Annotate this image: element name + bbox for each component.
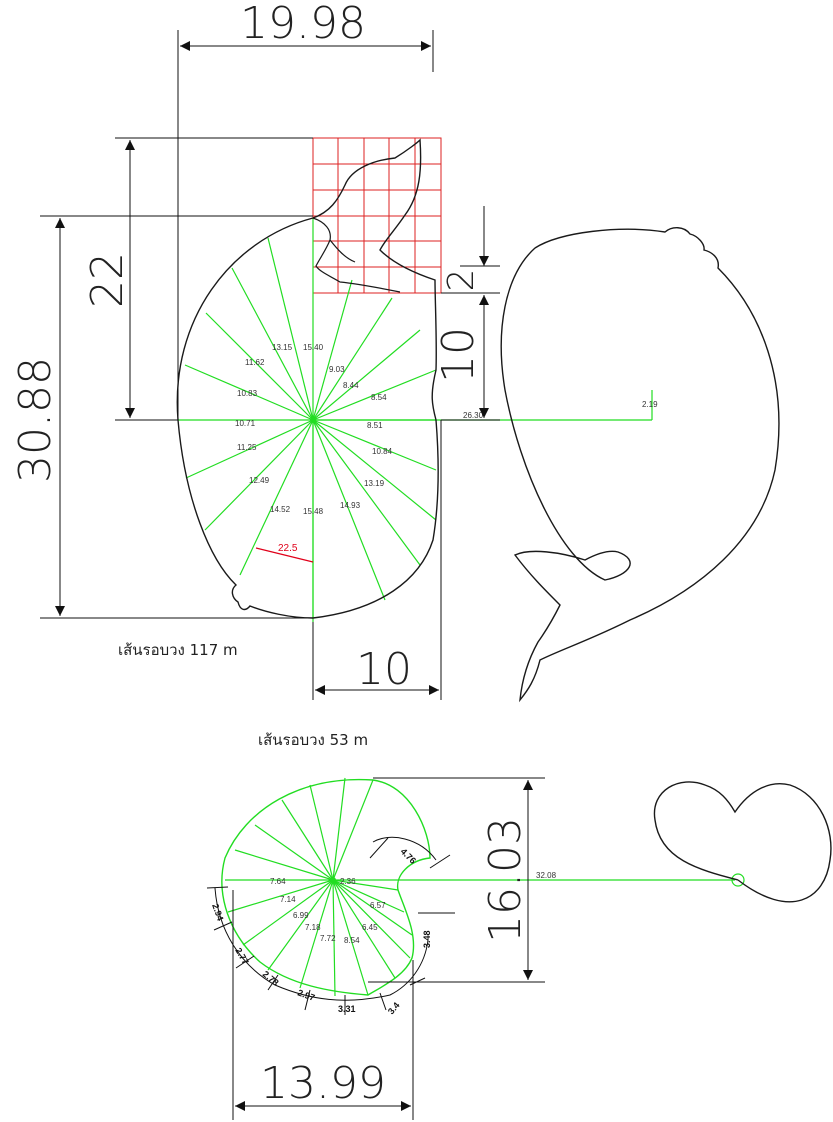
large-radial-label: 12.49: [249, 476, 270, 485]
small-radial-line: [332, 777, 346, 881]
large-radial-label: 8.51: [367, 421, 383, 430]
large-radial-line: [312, 297, 393, 421]
large-radial-label: 14.52: [270, 505, 291, 514]
dim-tail-small: 2: [441, 269, 482, 292]
small-radial-line: [234, 849, 334, 881]
heart-silhouette: [653, 781, 832, 903]
segment-arcs: [206, 836, 455, 1015]
large-radial-lines: [178, 218, 437, 618]
large-radial-line: [231, 267, 314, 421]
segment-label: 3.4: [386, 1000, 402, 1016]
large-radial-line: [312, 419, 437, 471]
lower-dimensions: [232, 777, 545, 1120]
small-radial-line: [242, 879, 334, 946]
large-radial-line: [185, 419, 314, 479]
dim-tail-height: 10: [433, 327, 484, 383]
large-radial-label: 13.15: [272, 343, 293, 352]
small-radial-line: [332, 879, 399, 891]
large-radial-label: 10.83: [237, 389, 258, 398]
small-radial-line: [299, 879, 334, 989]
small-radial-line: [332, 779, 374, 881]
dim-height-upper: 22: [82, 252, 133, 308]
large-radial-line: [184, 364, 314, 421]
small-radial-labels: 7.64 2.36 7.14 6.57 6.99 6.45 7.18 7.72 8.54: [270, 877, 386, 945]
large-long-line-label: 26.30: [463, 411, 484, 420]
large-center-point: [310, 417, 316, 423]
dim-heart-height: 16.03: [480, 817, 531, 943]
heart-construction: 7.64 2.36 7.14 6.57 6.99 6.45 7.18 7.72 8.54 32.…: [206, 777, 745, 1016]
small-radial-label: 8.54: [344, 936, 360, 945]
small-radial-label: 6.57: [370, 901, 386, 910]
whale-construction: 13.15 15.40 11.62 9.03 8.44 10.83 8.54 10.71 8.5…: [176, 137, 658, 622]
dim-base-width: 10: [356, 644, 412, 695]
small-radial-label: 6.45: [362, 923, 378, 932]
caption-perimeter-small: เส้นรอบวง 53 m: [258, 731, 368, 749]
small-radial-line: [332, 879, 413, 936]
angle-arc: [255, 547, 314, 563]
small-radial-label: 2.36: [340, 877, 356, 886]
large-radial-label: 14.93: [340, 501, 361, 510]
segment-label: 3.31: [338, 1004, 356, 1014]
dim-heart-width: 13.99: [260, 1058, 386, 1109]
small-radial-line: [332, 879, 336, 997]
large-radial-label: 10.71: [235, 419, 256, 428]
large-radial-labels: 13.15 15.40 11.62 9.03 8.44 10.83 8.54 10.71 8.5…: [235, 343, 393, 516]
segment-label: 2.97: [296, 987, 316, 1002]
whale-outline: [176, 138, 439, 619]
large-radial-label: 13.19: [364, 479, 385, 488]
segment-label: 4.76: [399, 846, 418, 865]
large-radial-label: 8.54: [371, 393, 387, 402]
small-radial-line: [332, 879, 396, 979]
large-radial-line: [312, 279, 353, 421]
segment-label: 3.48: [422, 930, 432, 948]
heart-end-point: [731, 873, 745, 887]
large-radial-label: 8.44: [343, 381, 359, 390]
large-radial-line: [312, 369, 437, 421]
small-long-line-label: 32.08: [536, 871, 557, 880]
large-radial-label: 9.03: [329, 365, 345, 374]
upper-dimensions: [40, 30, 500, 700]
small-radial-line: [332, 879, 411, 959]
whale-silhouette: [500, 227, 780, 703]
dim-width-top: 19.98: [240, 0, 366, 49]
large-radial-label: 10.84: [372, 447, 393, 456]
tail-grid: [312, 137, 442, 294]
small-radial-line: [254, 824, 334, 881]
large-axis-line: [312, 390, 653, 622]
small-radial-label: 6.99: [293, 911, 309, 920]
small-radial-label: 7.14: [280, 895, 296, 904]
segment-label: 2.78: [261, 969, 281, 988]
small-radial-line: [332, 879, 369, 996]
large-radial-label: 15.40: [303, 343, 324, 352]
small-radial-label: 7.72: [320, 934, 336, 943]
small-radial-line: [309, 784, 334, 881]
large-radial-label: 11.62: [245, 358, 265, 367]
small-radial-line: [227, 879, 334, 913]
small-radial-label: 7.64: [270, 877, 286, 886]
dim-height-total: 30.88: [10, 357, 61, 483]
large-radial-label: 11.25: [237, 443, 257, 452]
small-radial-lines: [225, 777, 413, 997]
caption-perimeter-large: เส้นรอบวง 117 m: [118, 641, 238, 659]
small-radial-line: [267, 879, 334, 971]
heart-outline-green: [221, 778, 431, 996]
small-radial-label: 7.18: [305, 923, 321, 932]
large-radial-label: 15.48: [303, 507, 324, 516]
large-radial-line: [312, 329, 421, 421]
large-radial-line: [312, 419, 437, 521]
large-radial-line: [267, 237, 314, 421]
segment-label: 2.94: [210, 902, 225, 922]
large-radial-line: [312, 419, 421, 566]
small-radial-line: [332, 879, 405, 913]
large-radial-line: [205, 312, 314, 421]
small-radial-line: [281, 799, 334, 881]
large-radial-line: [239, 419, 314, 576]
small-center-point: [330, 877, 336, 883]
large-end-label: 2.19: [642, 400, 658, 409]
large-radial-line: [204, 419, 314, 531]
large-radial-line: [312, 419, 386, 601]
angle-label: 22.5: [278, 543, 298, 554]
